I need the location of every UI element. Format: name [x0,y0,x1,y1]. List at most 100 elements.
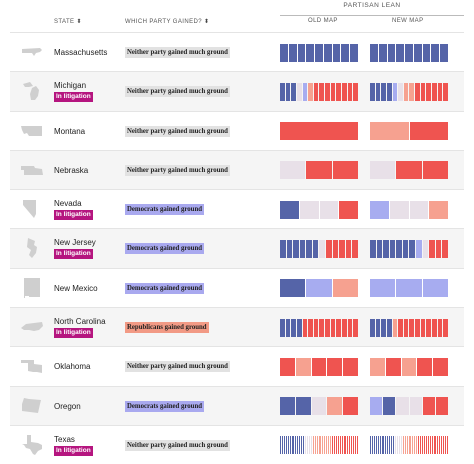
district-segment [280,397,295,416]
litigation-badge: In litigation [54,249,93,260]
district-segment [415,436,417,455]
district-segment [437,82,443,101]
district-segment [381,318,386,337]
new-map-bars [370,357,448,376]
table-row[interactable]: North Carolina In litigation Republicans g… [10,307,464,347]
district-segment [336,436,338,455]
district-segment [319,318,325,337]
district-segment [375,318,381,337]
table-row[interactable]: Nebraska Neither party gained much ground [10,149,464,190]
district-segment [370,161,396,180]
district-segment [311,357,327,376]
sort-icon[interactable]: ⬍ [76,19,82,25]
district-segment [401,357,417,376]
district-segment [435,239,442,258]
district-segment [286,436,288,455]
district-segment [396,397,409,416]
district-segment [378,43,387,62]
table-row[interactable]: New Mexico Democrats gained ground [10,267,464,307]
district-segment [280,82,285,101]
district-segment [405,43,413,62]
district-segment [426,82,432,101]
district-segment [442,239,448,258]
district-segment [378,436,380,455]
district-segment [443,318,448,337]
district-segment [306,279,332,298]
district-segment [292,436,294,455]
column-header-state[interactable]: STATE ⬍ [54,18,82,30]
table-row[interactable]: Montana Neither party gained much ground [10,110,464,150]
district-segment [431,43,440,62]
table-row[interactable]: Massachusetts Neither party gained much g… [10,32,464,71]
table-row[interactable]: Oklahoma Neither party gained much ground [10,346,464,385]
district-segment [326,239,332,258]
district-segment [306,43,315,62]
district-segment [370,436,372,455]
old-map-bars [280,397,358,416]
district-segment [415,82,420,101]
new-map-bars [370,436,448,455]
district-segment [341,43,350,62]
district-segment [385,357,401,376]
partisan-lean-label: PARTISAN LEAN [343,2,401,9]
district-segment [340,436,342,455]
state-name: Oregon [54,401,81,411]
table-row[interactable]: Michigan In litigation Neither party gaine… [10,71,464,111]
district-segment [370,397,383,416]
gained-badge: Democrats gained ground [125,282,205,294]
district-segment [313,82,319,101]
district-segment [327,436,329,455]
table-row[interactable]: Nevada In litigation Democrats gained grou… [10,189,464,228]
gained-badge: Neither party gained much ground [125,439,230,451]
new-map-bars [370,279,448,298]
district-segment [331,436,334,455]
montana-icon [20,120,44,142]
table-row[interactable]: Oregon Democrats gained ground [10,385,464,425]
gained-badge: Neither party gained much ground [125,86,230,98]
district-segment [338,436,340,455]
old-map-bars [280,357,358,376]
district-segment [280,161,306,180]
gained-badge: Neither party gained much ground [125,47,230,58]
district-segment [432,82,437,101]
district-segment [370,43,378,62]
district-segment [336,318,342,337]
district-segment [352,436,354,455]
new-jersey-icon [20,237,44,259]
district-segment [343,357,358,376]
nevada-icon [20,198,44,220]
state-name: Texas [54,434,75,444]
gained-header-label: WHICH PARTY GAINED? [125,19,202,25]
district-segment [329,436,331,455]
district-segment [422,397,435,416]
district-segment [295,397,311,416]
district-segment [284,436,286,455]
district-segment [398,82,403,101]
district-segment [342,82,347,101]
table-row[interactable]: New Jersey In litigation Democrats gained … [10,228,464,268]
district-segment [396,279,422,298]
table-row[interactable]: Texas In litigation Neither party gained m… [10,424,464,464]
district-segment [388,436,390,455]
old-map-bars [280,436,358,455]
district-segment [347,318,353,337]
column-header-gained[interactable]: WHICH PARTY GAINED? ⬍ [125,18,209,30]
district-segment [325,318,330,337]
district-segment [311,436,313,455]
district-segment [442,436,444,455]
district-segment [435,397,449,416]
district-segment [432,436,434,455]
michigan-icon [20,80,44,102]
district-segment [319,82,325,101]
gained-badge: Democrats gained ground [125,243,205,255]
old-map-bars [280,161,358,180]
district-segment [352,239,358,258]
sort-icon[interactable]: ⬍ [203,19,210,25]
district-segment [280,318,285,337]
district-segment [416,239,422,258]
gained-badge: Neither party gained much ground [125,125,230,137]
state-name: New Mexico [54,283,98,293]
district-segment [370,318,375,337]
district-segment [443,82,448,101]
district-segment [280,436,282,455]
